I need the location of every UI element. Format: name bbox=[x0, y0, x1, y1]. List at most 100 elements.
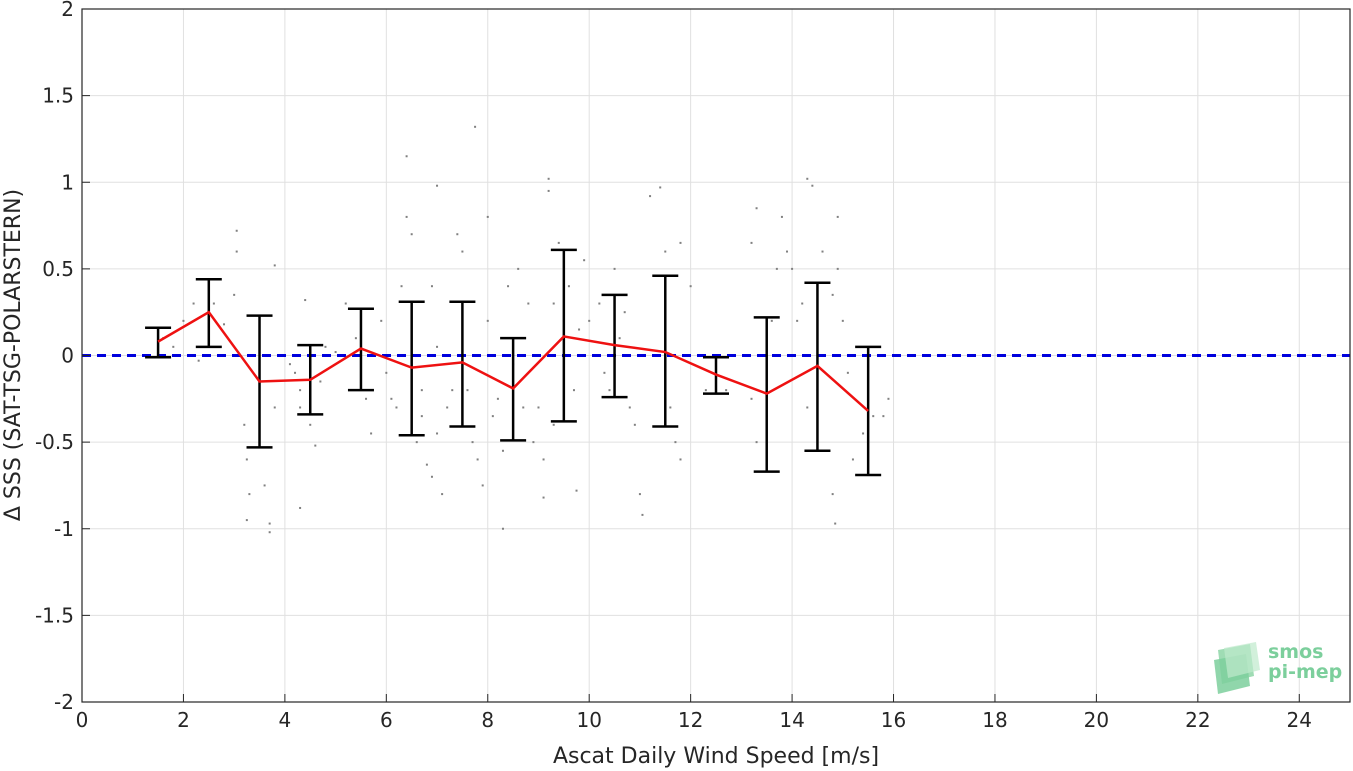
scatter-point bbox=[836, 267, 839, 270]
scatter-point bbox=[649, 195, 652, 198]
scatter-point bbox=[461, 250, 464, 253]
logo-emblem-icon bbox=[1214, 642, 1260, 694]
scatter-point bbox=[420, 389, 423, 392]
scatter-point bbox=[436, 345, 439, 348]
scatter-point bbox=[197, 359, 200, 362]
x-tick-label: 16 bbox=[881, 708, 906, 732]
y-tick-label: 2 bbox=[61, 0, 74, 21]
scatter-point bbox=[821, 250, 824, 253]
scatter-point bbox=[451, 389, 454, 392]
scatter-point bbox=[334, 351, 337, 354]
x-tick-label: 4 bbox=[279, 708, 292, 732]
scatter-point bbox=[679, 458, 682, 461]
y-tick-label: 1 bbox=[61, 170, 74, 194]
scatter-point bbox=[517, 267, 520, 270]
scatter-point bbox=[628, 406, 631, 409]
scatter-point bbox=[689, 285, 692, 288]
scatter-point bbox=[235, 229, 238, 232]
scatter-point bbox=[309, 423, 312, 426]
scatter-point bbox=[542, 496, 545, 499]
scatter-point bbox=[527, 302, 530, 305]
scatter-point bbox=[395, 406, 398, 409]
scatter-point bbox=[507, 285, 510, 288]
y-tick-label: -0.5 bbox=[35, 430, 74, 454]
scatter-point bbox=[344, 302, 347, 305]
scatter-point bbox=[633, 423, 636, 426]
scatter-point bbox=[471, 441, 474, 444]
scatter-point bbox=[583, 259, 586, 262]
scatter-point bbox=[846, 371, 849, 374]
logo-line-1: smos bbox=[1268, 641, 1324, 663]
scatter-point bbox=[223, 323, 226, 326]
scatter-point bbox=[410, 233, 413, 236]
scatter-point bbox=[638, 493, 641, 496]
x-tick-label: 8 bbox=[481, 708, 494, 732]
scatter-point bbox=[851, 458, 854, 461]
scatter-point bbox=[212, 302, 215, 305]
scatter-point bbox=[436, 184, 439, 187]
scatter-point bbox=[294, 371, 297, 374]
scatter-point bbox=[182, 319, 185, 322]
x-tick-label: 24 bbox=[1287, 708, 1312, 732]
scatter-point bbox=[486, 215, 489, 218]
scatter-point bbox=[750, 241, 753, 244]
scatter-point bbox=[862, 432, 865, 435]
scatter-point bbox=[542, 458, 545, 461]
scatter-point bbox=[501, 527, 504, 530]
scatter-point bbox=[430, 475, 433, 478]
scatter-point bbox=[245, 519, 248, 522]
scatter-point bbox=[641, 513, 644, 516]
scatter-point bbox=[243, 423, 246, 426]
scatter-point bbox=[537, 406, 540, 409]
scatter-point bbox=[474, 125, 477, 128]
y-tick-label: -1 bbox=[54, 517, 74, 541]
scatter-point bbox=[557, 241, 560, 244]
scatter-point bbox=[572, 389, 575, 392]
scatter-point bbox=[425, 463, 428, 466]
scatter-point bbox=[420, 415, 423, 418]
scatter-point bbox=[496, 397, 499, 400]
scatter-point bbox=[841, 319, 844, 322]
y-tick-label: -1.5 bbox=[35, 603, 74, 627]
scatter-point bbox=[588, 319, 591, 322]
scatter-point bbox=[172, 345, 175, 348]
scatter-point bbox=[233, 293, 236, 296]
scatter-point bbox=[263, 484, 266, 487]
x-axis-title: Ascat Daily Wind Speed [m/s] bbox=[553, 744, 879, 769]
scatter-point bbox=[405, 215, 408, 218]
scatter-point bbox=[623, 311, 626, 314]
scatter-point bbox=[567, 285, 570, 288]
x-tick-label: 14 bbox=[779, 708, 804, 732]
scatter-point bbox=[304, 299, 307, 302]
scatter-point bbox=[791, 267, 794, 270]
scatter-point bbox=[501, 449, 504, 452]
scatter-point bbox=[750, 397, 753, 400]
x-tick-label: 6 bbox=[380, 708, 393, 732]
scatter-point bbox=[248, 493, 251, 496]
scatter-point bbox=[834, 522, 837, 525]
y-axis-ticks: -2 -1.5 -1 -0.5 0 0.5 1 1.5 2 bbox=[35, 0, 90, 714]
scatter-point bbox=[547, 177, 550, 180]
x-tick-label: 20 bbox=[1084, 708, 1109, 732]
scatter-point bbox=[552, 423, 555, 426]
scatter-point bbox=[522, 406, 525, 409]
scatter-point bbox=[481, 484, 484, 487]
scatter-point bbox=[400, 285, 403, 288]
scatter-point bbox=[547, 189, 550, 192]
scatter-point bbox=[725, 389, 728, 392]
mean-line bbox=[157, 310, 869, 412]
scatter-point bbox=[370, 432, 373, 435]
smos-pimep-logo: smos pi-mep bbox=[1210, 640, 1350, 696]
scatter-point bbox=[674, 441, 677, 444]
scatter-point bbox=[486, 319, 489, 322]
scatter-point bbox=[405, 155, 408, 158]
scatter-point bbox=[385, 371, 388, 374]
scatter-point bbox=[836, 215, 839, 218]
scatter-point bbox=[268, 531, 271, 534]
scatter-point bbox=[245, 458, 248, 461]
scatter-point bbox=[354, 337, 357, 340]
y-tick-label: 1.5 bbox=[42, 84, 74, 108]
scatter-point bbox=[436, 432, 439, 435]
scatter-point bbox=[491, 415, 494, 418]
